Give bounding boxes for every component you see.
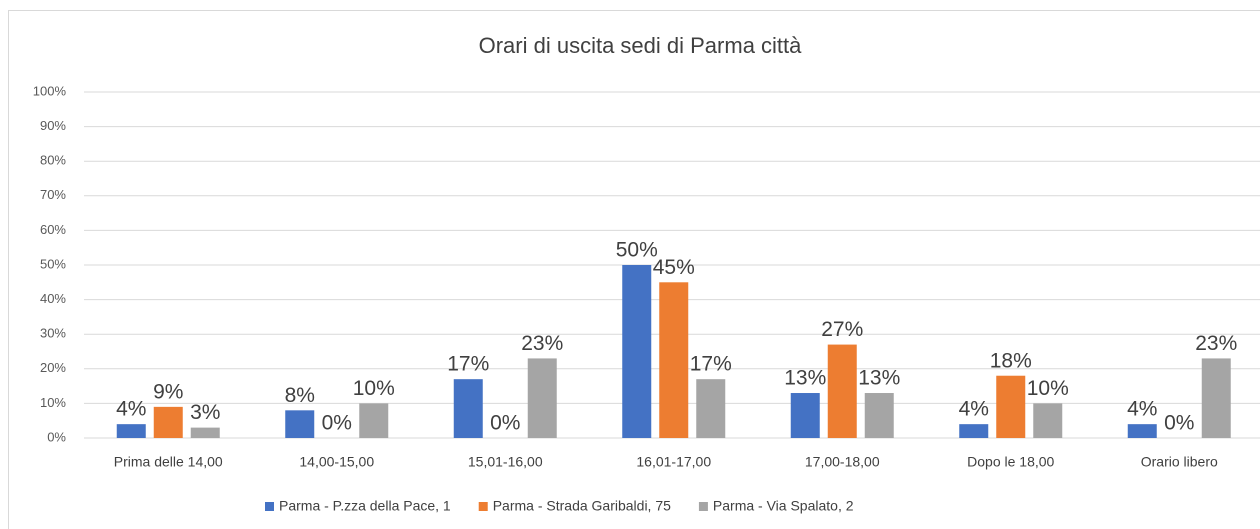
x-tick-label: Dopo le 18,00 — [967, 454, 1054, 470]
value-label: 4% — [1127, 398, 1157, 421]
bar — [696, 379, 726, 438]
value-label: 18% — [990, 349, 1032, 372]
bar — [827, 344, 857, 438]
value-label: 3% — [190, 401, 220, 424]
x-tick-label: 14,00-15,00 — [299, 454, 374, 470]
x-tick-label: 15,01-16,00 — [468, 454, 543, 470]
value-label: 50% — [616, 239, 658, 262]
y-tick-label: 40% — [40, 291, 66, 306]
bar — [959, 424, 989, 438]
legend-label: Parma - P.zza della Pace, 1 — [279, 498, 451, 514]
bar — [116, 424, 146, 438]
value-label: 10% — [1027, 377, 1069, 400]
bar — [1033, 403, 1063, 438]
bar — [285, 410, 315, 438]
y-tick-label: 50% — [40, 256, 66, 271]
value-label: 17% — [447, 353, 489, 376]
legend-swatch — [698, 502, 708, 511]
x-tick-label: 16,01-17,00 — [636, 454, 711, 470]
chart-title: Orari di uscita sedi di Parma città — [479, 33, 803, 58]
x-tick-label: Orario libero — [1141, 454, 1218, 470]
y-tick-label: 70% — [40, 187, 66, 202]
x-tick-label: 17,00-18,00 — [805, 454, 880, 470]
bar — [659, 282, 689, 438]
y-tick-label: 0% — [47, 429, 66, 444]
y-tick-label: 90% — [40, 118, 66, 133]
legend-label: Parma - Via Spalato, 2 — [713, 498, 854, 514]
value-label: 23% — [521, 332, 563, 355]
bar — [153, 406, 183, 438]
legend-swatch — [265, 502, 274, 511]
value-label: 27% — [821, 318, 863, 341]
bar — [996, 375, 1026, 438]
value-label: 4% — [116, 398, 146, 421]
value-label: 13% — [858, 367, 900, 390]
value-label: 17% — [690, 353, 732, 376]
bar — [1127, 424, 1157, 438]
value-label: 8% — [285, 384, 315, 407]
value-label: 0% — [1164, 412, 1194, 435]
value-label: 4% — [959, 398, 989, 421]
bar — [790, 393, 820, 438]
y-tick-label: 30% — [40, 326, 66, 341]
legend-swatch — [478, 502, 488, 511]
value-label: 45% — [653, 256, 695, 279]
y-tick-label: 10% — [40, 395, 66, 410]
bar — [359, 403, 389, 438]
bar — [622, 265, 652, 438]
bar — [864, 393, 894, 438]
bar — [527, 358, 557, 438]
x-tick-label: Prima delle 14,00 — [114, 454, 223, 470]
y-tick-label: 80% — [40, 153, 66, 168]
value-label: 0% — [490, 412, 520, 435]
y-tick-label: 60% — [40, 222, 66, 237]
bar — [453, 379, 483, 438]
legend-label: Parma - Strada Garibaldi, 75 — [493, 498, 671, 514]
bar — [190, 427, 220, 438]
y-tick-label: 100% — [33, 83, 67, 98]
value-label: 23% — [1195, 332, 1237, 355]
value-label: 0% — [322, 412, 352, 435]
value-label: 10% — [353, 377, 395, 400]
value-label: 13% — [784, 367, 826, 390]
y-tick-label: 20% — [40, 360, 66, 375]
bar — [1201, 358, 1231, 438]
value-label: 9% — [153, 380, 183, 403]
